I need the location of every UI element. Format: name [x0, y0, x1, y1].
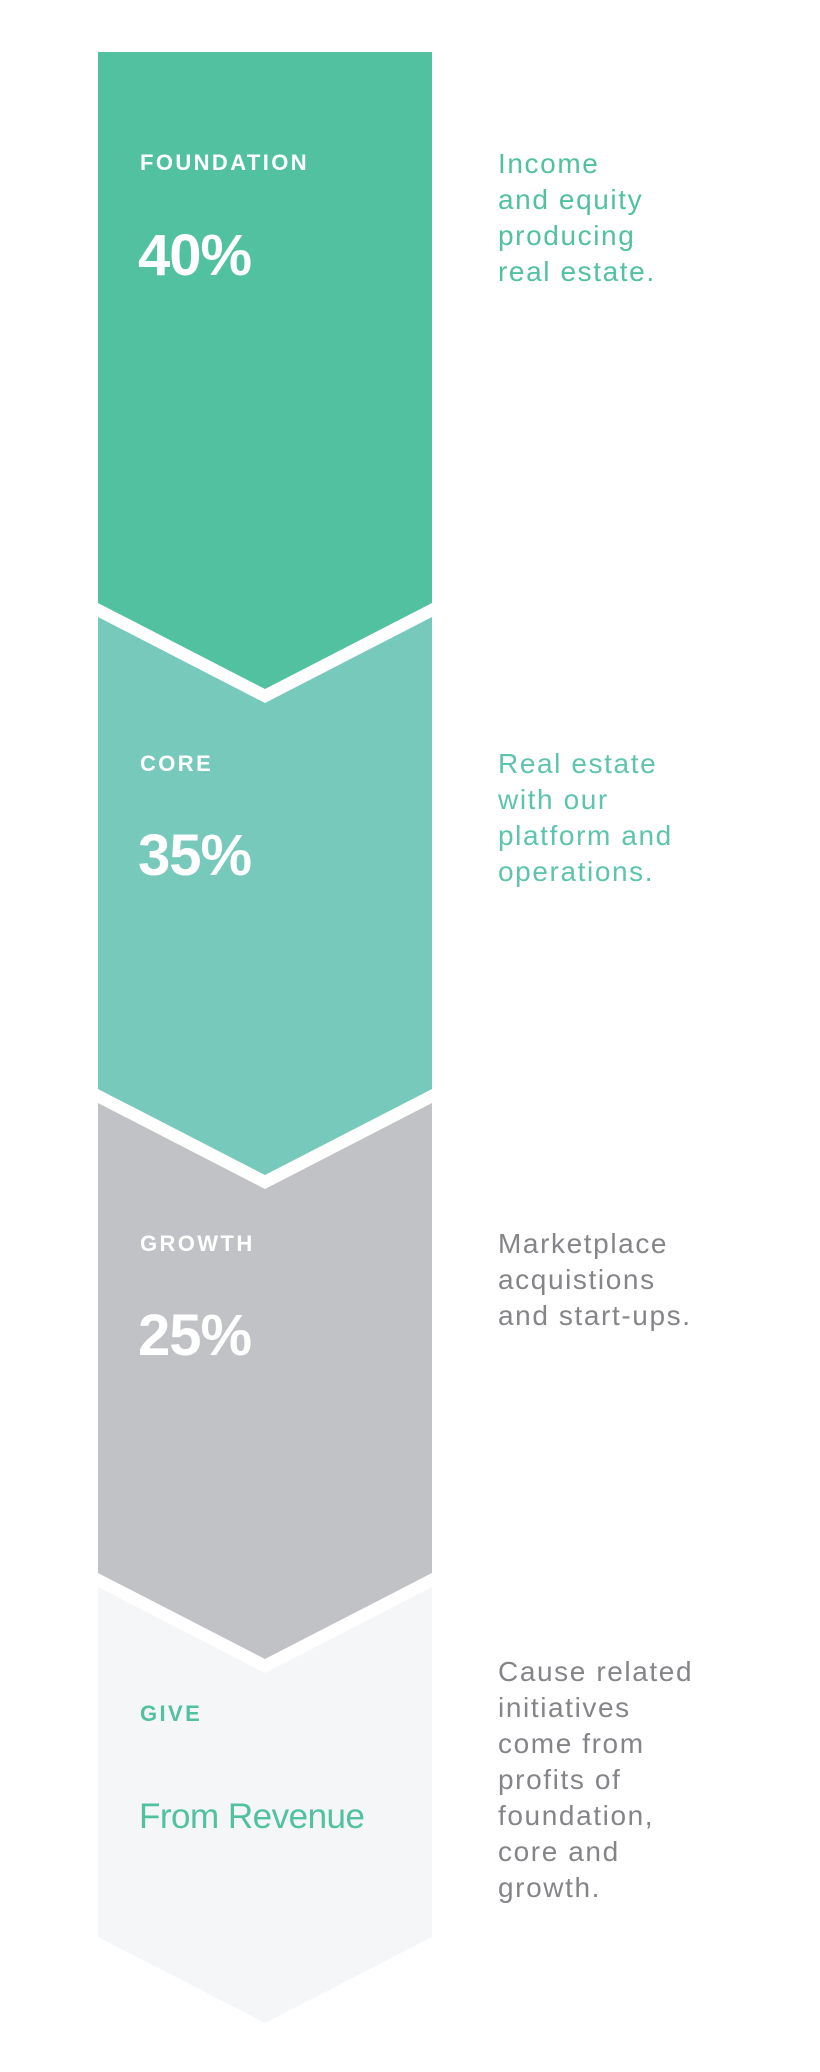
growth-chevron [98, 1103, 432, 1659]
give-description: Cause related initiatives come from prof… [498, 1656, 694, 1903]
core-chevron [98, 617, 432, 1175]
give-value: From Revenue [139, 1797, 365, 1836]
growth-label: GROWTH [140, 1231, 255, 1256]
growth-description: Marketplace acquistions and start-ups. [498, 1228, 692, 1331]
foundation-chevron [98, 52, 432, 689]
give-chevron [98, 1587, 432, 2023]
core-percentage: 35% [138, 823, 252, 888]
foundation-percentage: 40% [138, 223, 252, 288]
core-label: CORE [140, 751, 214, 776]
core-description: Real estate with our platform and operat… [498, 748, 673, 887]
growth-percentage: 25% [138, 1303, 252, 1368]
foundation-description: Income and equity producing real estate. [498, 148, 656, 287]
give-label: GIVE [140, 1701, 203, 1726]
foundation-label: FOUNDATION [140, 150, 310, 175]
